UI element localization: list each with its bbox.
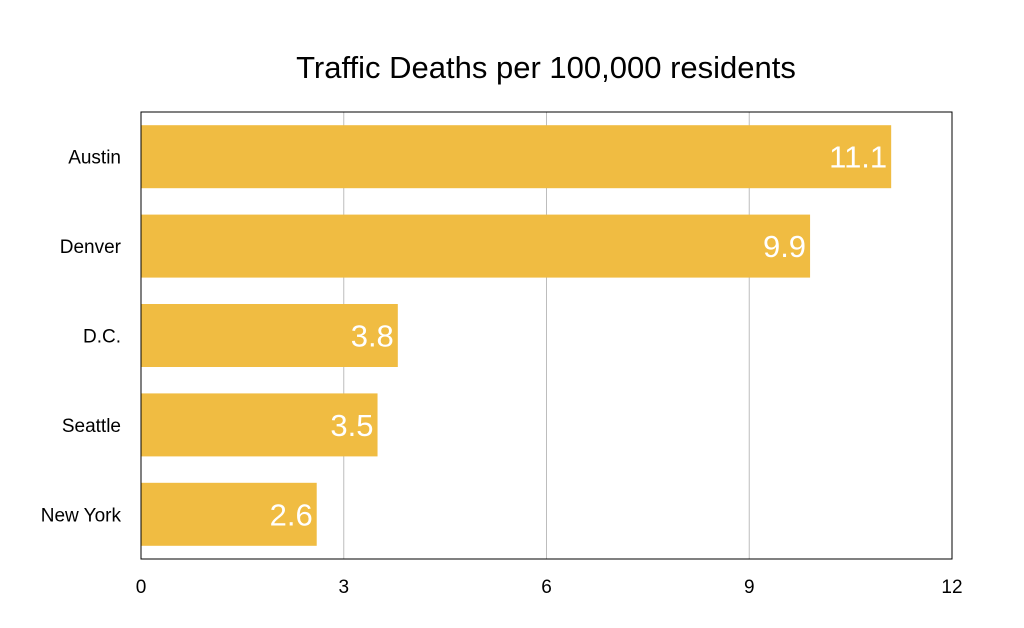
plot-frame [140,111,953,560]
data-label: 2.6 [270,497,313,532]
category-label: D.C. [83,327,121,348]
category-label: Austin [68,148,121,169]
data-labels: 11.1 9.9 3.8 3.5 2.6 [270,140,888,533]
x-tick-label: 6 [541,577,552,598]
bar [141,304,398,367]
bars [141,125,892,546]
bar [141,214,811,278]
data-label: 11.1 [829,140,887,175]
data-label: 3.8 [351,319,394,354]
category-labels: Austin Denver D.C. Seattle New York [41,148,122,527]
x-tick-label: 3 [338,577,349,598]
category-label: New York [41,505,122,526]
bar [141,125,892,189]
plot-border [140,111,953,560]
x-tick-label: 12 [941,577,962,598]
x-tick-label: 9 [744,577,755,598]
category-label: Denver [60,237,122,258]
category-label: Seattle [62,416,121,437]
data-label: 3.5 [330,408,373,443]
data-label: 9.9 [763,229,806,264]
x-tick-label: 0 [136,577,147,598]
bar [141,482,317,546]
chart-title: Traffic Deaths per 100,000 residents [296,50,796,85]
x-tick-labels: 0 3 6 9 12 [136,577,963,598]
bar [141,393,378,457]
